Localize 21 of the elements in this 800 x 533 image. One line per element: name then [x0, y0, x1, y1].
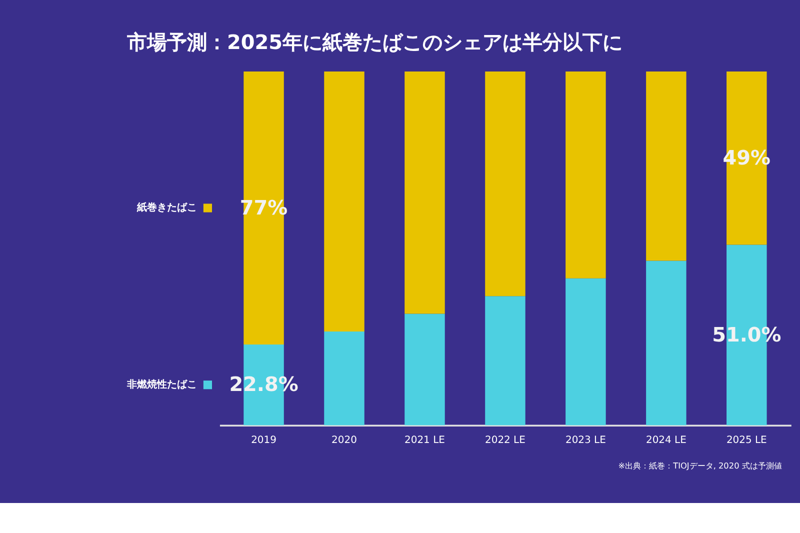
- text: ※出典：紙巻：TIOJデータ, 2020 式は予測値: [618, 460, 782, 471]
- bar: [646, 71, 686, 261]
- x-tick-label: 2024 LE: [646, 434, 686, 446]
- bar: [404, 71, 445, 314]
- legend-label: 非燃焼性たばこ: [126, 378, 197, 391]
- x-tick-label: 2022 LE: [485, 434, 526, 446]
- x-tick-label: 2025 LE: [726, 434, 767, 446]
- legend-label: 紙巻きたばこ: [136, 202, 197, 214]
- bar: [404, 314, 445, 426]
- bar: [485, 71, 526, 296]
- x-tick-label: 2019: [251, 434, 276, 446]
- x-tick-label: 2020: [332, 434, 357, 446]
- x-tick-label: 2023 LE: [565, 434, 606, 446]
- bar: [324, 331, 364, 426]
- bar: [485, 296, 526, 426]
- bar: [566, 71, 606, 278]
- bar: [646, 260, 686, 426]
- chart-title: 市場予測：2025年に紙巻たばこのシェアは半分以下に: [126, 30, 622, 54]
- x-tick-label: 2021 LE: [404, 434, 445, 446]
- bar: [324, 71, 364, 332]
- bar: [566, 278, 606, 426]
